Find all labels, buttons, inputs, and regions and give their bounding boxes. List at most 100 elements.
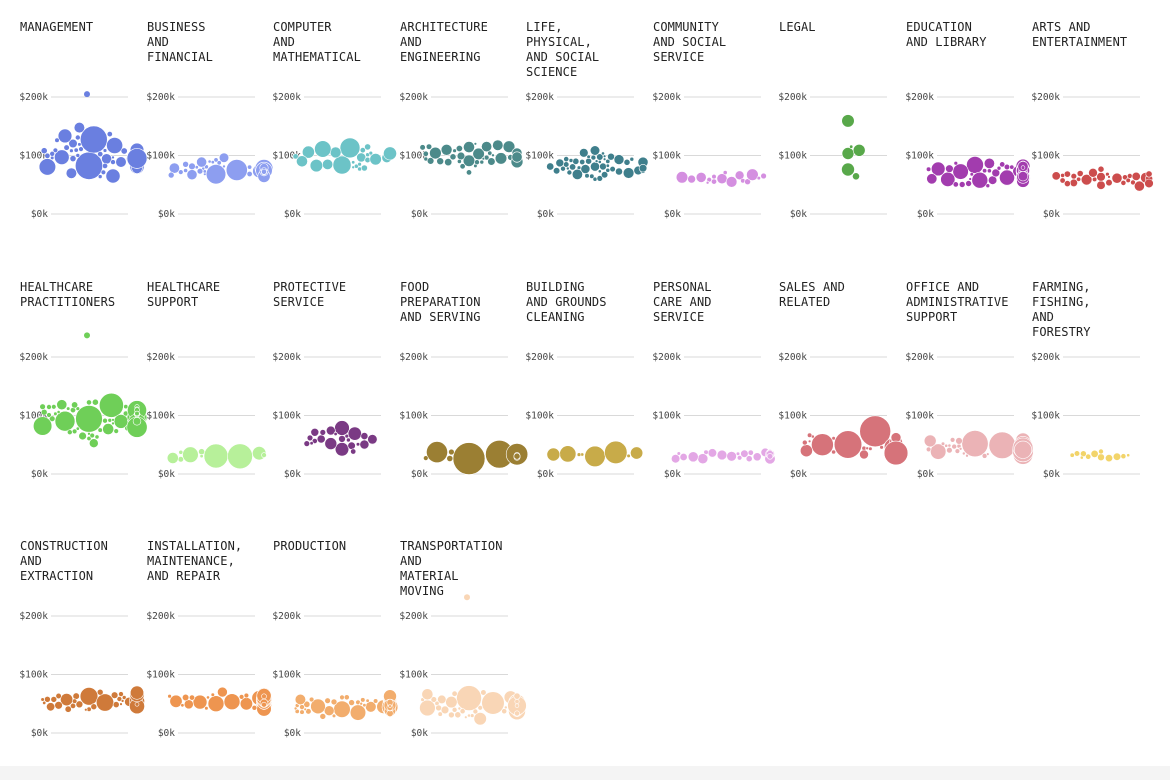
occupation-bubble[interactable] — [563, 156, 570, 162]
occupation-bubble[interactable] — [49, 151, 56, 157]
occupation-bubble[interactable] — [331, 713, 337, 718]
occupation-bubble[interactable] — [565, 166, 570, 171]
occupation-bubble[interactable] — [180, 703, 185, 708]
occupation-bubble[interactable] — [1145, 170, 1153, 178]
occupation-bubble[interactable] — [324, 437, 338, 450]
occupation-bubble[interactable] — [51, 404, 57, 410]
occupation-bubble[interactable] — [469, 713, 475, 718]
occupation-bubble[interactable] — [261, 452, 267, 458]
occupation-bubble[interactable] — [968, 177, 972, 181]
occupation-bubble[interactable] — [1096, 172, 1106, 182]
occupation-bubble[interactable] — [210, 692, 215, 697]
occupation-bubble[interactable] — [69, 148, 74, 153]
occupation-bubble[interactable] — [705, 180, 710, 185]
occupation-bubble[interactable] — [945, 164, 954, 173]
occupation-bubble[interactable] — [92, 398, 99, 406]
occupation-bubble[interactable] — [40, 408, 48, 416]
occupation-bubble[interactable] — [227, 443, 253, 470]
occupation-bubble[interactable] — [879, 445, 884, 450]
occupation-bubble[interactable] — [388, 704, 392, 708]
occupation-bubble[interactable] — [111, 418, 115, 422]
occupation-bubble[interactable] — [112, 701, 120, 708]
occupation-bubble[interactable] — [925, 446, 932, 453]
occupation-bubble-outlier[interactable] — [84, 332, 90, 339]
occupation-bubble[interactable] — [343, 694, 350, 701]
occupation-bubble[interactable] — [419, 699, 436, 717]
occupation-bubble[interactable] — [218, 152, 230, 163]
occupation-bubble[interactable] — [67, 429, 73, 435]
occupation-bubble[interactable] — [675, 171, 689, 184]
occupation-bubble[interactable] — [292, 153, 299, 160]
occupation-bubble[interactable] — [849, 144, 854, 149]
occupation-bubble[interactable] — [102, 417, 108, 424]
occupation-bubble[interactable] — [491, 153, 495, 158]
occupation-bubble[interactable] — [359, 439, 370, 450]
occupation-bubble[interactable] — [605, 158, 611, 164]
occupation-bubble[interactable] — [735, 451, 741, 456]
occupation-bubble[interactable] — [1126, 453, 1131, 458]
occupation-bubble[interactable] — [711, 174, 717, 180]
occupation-bubble[interactable] — [514, 703, 520, 708]
occupation-bubble[interactable] — [622, 167, 635, 179]
occupation-bubble[interactable] — [597, 169, 602, 174]
occupation-bubble[interactable] — [1069, 452, 1075, 458]
occupation-bubble[interactable] — [65, 167, 77, 179]
occupation-bubble[interactable] — [457, 706, 462, 711]
occupation-bubble[interactable] — [198, 448, 205, 456]
occupation-bubble[interactable] — [40, 697, 45, 702]
occupation-bubble[interactable] — [324, 697, 331, 704]
occupation-bubble[interactable] — [1096, 180, 1106, 190]
occupation-bubble[interactable] — [560, 165, 566, 172]
occupation-bubble[interactable] — [1107, 175, 1111, 179]
occupation-bubble[interactable] — [991, 168, 1001, 178]
occupation-bubble[interactable] — [354, 163, 359, 169]
occupation-bubble[interactable] — [199, 454, 204, 459]
occupation-bubble[interactable] — [102, 162, 109, 169]
occupation-bubble[interactable] — [940, 441, 946, 446]
occupation-bubble[interactable] — [347, 426, 362, 441]
occupation-bubble[interactable] — [951, 443, 957, 450]
occupation-bubble[interactable] — [1064, 180, 1071, 187]
occupation-bubble[interactable] — [293, 706, 298, 711]
occupation-bubble[interactable] — [1070, 173, 1077, 180]
occupation-bubble[interactable] — [319, 429, 327, 436]
occupation-bubble[interactable] — [116, 696, 123, 702]
occupation-bubble[interactable] — [426, 441, 448, 464]
occupation-bubble[interactable] — [429, 146, 442, 160]
occupation-bubble[interactable] — [589, 145, 601, 156]
occupation-bubble[interactable] — [330, 698, 338, 706]
occupation-bubble[interactable] — [48, 415, 56, 422]
occupation-bubble[interactable] — [207, 159, 212, 164]
occupation-bubble[interactable] — [423, 455, 429, 461]
occupation-bubble[interactable] — [52, 147, 59, 154]
occupation-bubble[interactable] — [72, 692, 80, 700]
occupation-bubble[interactable] — [744, 178, 751, 185]
occupation-bubble[interactable] — [359, 147, 366, 154]
occupation-bubble[interactable] — [106, 131, 113, 138]
occupation-bubble[interactable] — [841, 114, 855, 128]
occupation-bubble[interactable] — [629, 156, 635, 162]
occupation-bubble[interactable] — [601, 151, 605, 156]
occupation-bubble[interactable] — [982, 168, 988, 174]
occupation-bubble[interactable] — [1120, 453, 1127, 460]
occupation-bubble[interactable] — [580, 164, 591, 174]
occupation-bubble[interactable] — [446, 455, 454, 462]
occupation-bubble[interactable] — [362, 703, 367, 708]
occupation-bubble[interactable] — [75, 153, 81, 158]
occupation-bubble[interactable] — [101, 153, 112, 165]
occupation-bubble[interactable] — [953, 161, 959, 166]
occupation-bubble[interactable] — [962, 451, 966, 456]
occupation-bubble[interactable] — [466, 169, 473, 176]
occupation-bubble[interactable] — [966, 156, 984, 174]
occupation-bubble[interactable] — [329, 146, 342, 159]
occupation-bubble[interactable] — [1098, 448, 1104, 455]
occupation-bubble[interactable] — [351, 160, 356, 165]
occupation-bubble[interactable] — [756, 176, 761, 181]
occupation-bubble[interactable] — [481, 141, 493, 153]
occupation-bubble[interactable] — [188, 162, 196, 171]
occupation-bubble[interactable] — [311, 438, 318, 444]
occupation-bubble[interactable] — [310, 698, 326, 715]
occupation-bubble[interactable] — [1009, 164, 1015, 170]
occupation-bubble[interactable] — [926, 173, 938, 185]
occupation-bubble[interactable] — [111, 421, 115, 426]
